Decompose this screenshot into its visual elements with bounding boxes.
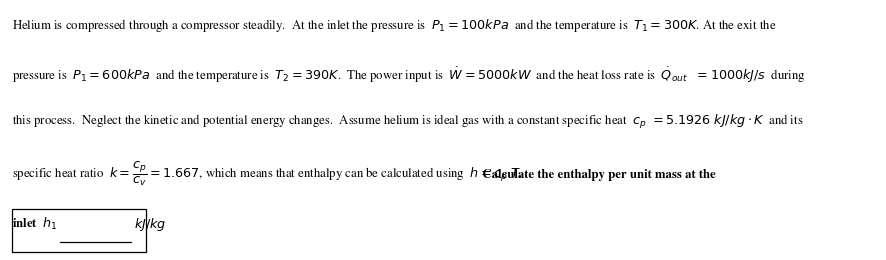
Text: inlet  $\mathit{h}_1$: inlet $\mathit{h}_1$ <box>12 216 58 232</box>
Text: specific heat ratio  $\mathit{k} = \dfrac{\mathit{c}_p}{\mathit{c}_v} = 1.667$, : specific heat ratio $\mathit{k} = \dfrac… <box>12 160 523 188</box>
Text: pressure is  $\mathit{P}_1 = 600\mathit{kPa}$  and the temperature is  $\mathit{: pressure is $\mathit{P}_1 = 600\mathit{k… <box>12 66 805 85</box>
Text: $\mathit{kJ/kg}$: $\mathit{kJ/kg}$ <box>135 216 167 233</box>
Text: Helium is compressed through a compressor steadily.  At the inlet the pressure i: Helium is compressed through a compresso… <box>12 17 776 35</box>
Text: Calculate the enthalpy per unit mass at the: Calculate the enthalpy per unit mass at … <box>476 169 715 181</box>
FancyBboxPatch shape <box>12 209 146 252</box>
Text: this process.  Neglect the kinetic and potential energy changes.  Assume helium : this process. Neglect the kinetic and po… <box>12 113 804 131</box>
